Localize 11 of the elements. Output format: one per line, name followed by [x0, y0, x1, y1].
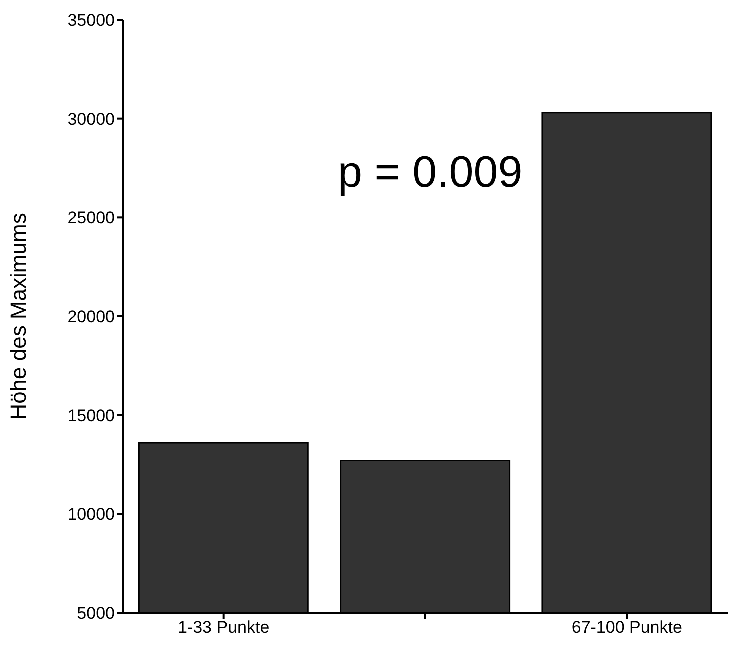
- y-tick-label: 5000: [77, 604, 115, 624]
- x-tick-label: 1-33 Punkte: [178, 618, 270, 638]
- y-tick-label: 25000: [68, 208, 115, 228]
- y-tick-label: 30000: [68, 110, 115, 129]
- x-tick-label: 67-100 Punkte: [572, 618, 682, 638]
- y-tick-label: 35000: [68, 11, 115, 30]
- y-axis-title: Höhe des Maximums: [6, 213, 31, 420]
- y-tick-label: 15000: [68, 406, 115, 426]
- y-tick-label: 10000: [68, 505, 115, 524]
- y-tick-label: 20000: [68, 308, 115, 327]
- annotation: p = 0.009: [338, 148, 523, 198]
